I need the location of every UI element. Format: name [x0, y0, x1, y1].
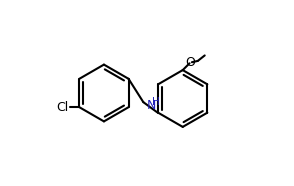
- Text: N: N: [147, 99, 156, 112]
- Text: Cl: Cl: [56, 101, 69, 114]
- Text: H: H: [152, 97, 159, 107]
- Text: O: O: [185, 56, 195, 69]
